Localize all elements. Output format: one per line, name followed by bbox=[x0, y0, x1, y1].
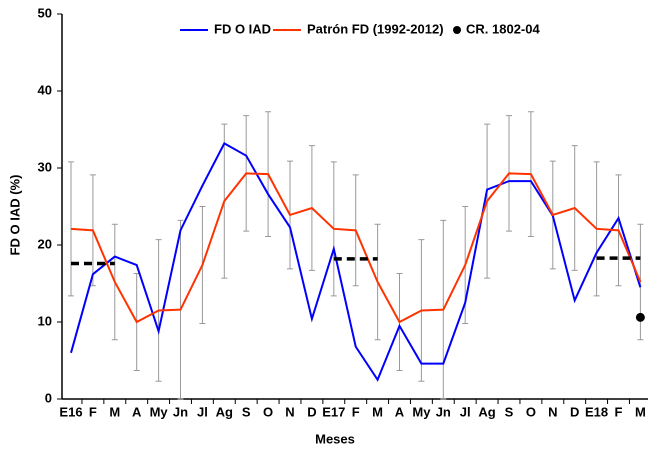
x-tick-label: N bbox=[548, 404, 557, 419]
x-tick-label: S bbox=[242, 404, 251, 419]
x-tick-label: O bbox=[526, 404, 536, 419]
series-line bbox=[70, 172, 642, 324]
x-tick-label: Jn bbox=[436, 404, 451, 419]
x-tick-label: D bbox=[570, 404, 579, 419]
x-tick-label: D bbox=[307, 404, 316, 419]
x-tick-label: F bbox=[352, 404, 360, 419]
x-tick-label: S bbox=[505, 404, 514, 419]
x-tick-label: Jl bbox=[460, 404, 471, 419]
x-tick-label: M bbox=[109, 404, 120, 419]
y-tick-label: 20 bbox=[38, 236, 52, 251]
y-tick-label: 30 bbox=[38, 159, 52, 174]
x-tick-label: Ag bbox=[216, 404, 233, 419]
y-axis-title: FD O IAD (%) bbox=[7, 175, 22, 256]
y-tick-label: 50 bbox=[38, 5, 52, 20]
x-tick-label: N bbox=[285, 404, 294, 419]
x-tick-label: Jl bbox=[197, 404, 208, 419]
x-tick-label: A bbox=[132, 404, 142, 419]
x-tick-label: E18 bbox=[585, 404, 608, 419]
legend-marker bbox=[453, 26, 461, 34]
x-tick-label: F bbox=[615, 404, 623, 419]
legend-label: CR. 1802-04 bbox=[466, 21, 540, 36]
x-tick-label: F bbox=[89, 404, 97, 419]
x-tick-label: My bbox=[150, 404, 169, 419]
x-tick-label: M bbox=[372, 404, 383, 419]
point bbox=[635, 312, 645, 322]
x-tick-label: O bbox=[263, 404, 273, 419]
legend-label: Patrón FD (1992-2012) bbox=[307, 21, 444, 36]
x-axis-title: Meses bbox=[315, 431, 355, 446]
x-tick-label: Ag bbox=[478, 404, 495, 419]
x-tick-label: E16 bbox=[59, 404, 82, 419]
x-tick-label: E17 bbox=[322, 404, 345, 419]
legend-label: FD O IAD bbox=[214, 21, 271, 36]
series-line bbox=[70, 141, 642, 382]
y-tick-label: 40 bbox=[38, 82, 52, 97]
x-tick-label: Jn bbox=[173, 404, 188, 419]
x-tick-label: My bbox=[412, 404, 431, 419]
y-tick-label: 0 bbox=[45, 390, 52, 405]
x-tick-label: A bbox=[395, 404, 405, 419]
y-tick-label: 10 bbox=[38, 313, 52, 328]
x-tick-label: M bbox=[635, 404, 646, 419]
